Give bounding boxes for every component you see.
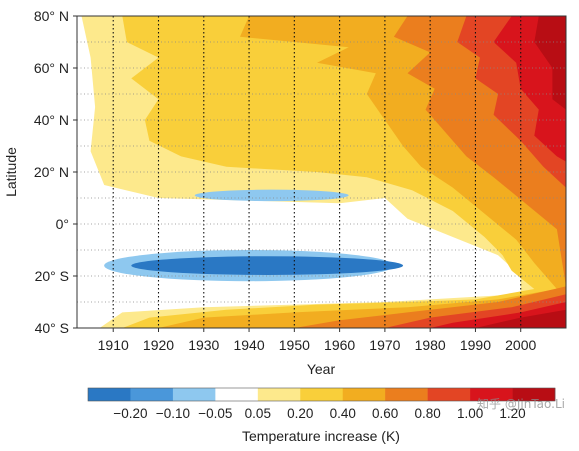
colorbar-swatch-6 [342, 388, 386, 401]
colorbar-swatch-0 [88, 388, 131, 401]
colorbar-swatch-5 [300, 388, 344, 401]
x-tick-label-3: 1940 [233, 337, 264, 353]
colorbar-frame [87, 387, 556, 402]
x-tick-label-6: 1970 [369, 337, 400, 353]
colorbar-tick-label-6: 0.60 [372, 406, 398, 421]
x-axis: 1910 1920 1930 1940 1950 1960 1970 1980 1990 2000 [98, 328, 537, 353]
contour-region-4 [384, 16, 566, 328]
colorbar-tick-label-1: −0.10 [156, 406, 190, 421]
y-tick-label-3: 20° N [34, 164, 69, 180]
colorbar-tick-label-0: −0.20 [113, 406, 147, 421]
colorbar-swatch-10 [512, 388, 556, 401]
x-axis-label: Year [307, 361, 336, 377]
y-tick-label-1: 60° N [34, 60, 69, 76]
x-tick-label-4: 1950 [279, 337, 310, 353]
contour-region-3 [294, 16, 566, 328]
colorbar-swatch-9 [470, 388, 513, 401]
colorbar-swatch-2 [172, 388, 216, 401]
y-tick-label-2: 40° N [34, 112, 69, 128]
cooling-region-2 [131, 256, 404, 275]
y-axis: 80° N 60° N 40° N 20° N 0° 20° S 40° S [34, 8, 77, 336]
y-tick-label-5: 20° S [35, 268, 69, 284]
colorbar-swatch-7 [385, 388, 428, 401]
y-axis-label: Latitude [3, 147, 19, 197]
x-tick-label-7: 1980 [415, 337, 446, 353]
colorbar: −0.20 −0.10 −0.05 0.05 0.20 0.40 0.60 0.80 1.00 1… [87, 387, 556, 421]
colorbar-swatch-1 [130, 388, 174, 401]
x-tick-label-1: 1920 [143, 337, 174, 353]
y-tick-label-4: 0° [56, 216, 69, 232]
contour-region-6 [475, 16, 566, 328]
watermark: 知乎 @JinTao.Li [477, 397, 565, 411]
x-tick-label-0: 1910 [98, 337, 129, 353]
gridlines [77, 16, 566, 328]
colorbar-tick-label-7: 0.80 [414, 406, 440, 421]
colorbar-swatch-4 [257, 388, 301, 401]
colorbar-tick-label-2: −0.05 [198, 406, 232, 421]
colorbar-tick-label-4: 0.20 [287, 406, 313, 421]
colorbar-tick-label-5: 0.40 [330, 406, 356, 421]
y-tick-label-0: 80° N [34, 8, 69, 24]
x-tick-label-2: 1930 [188, 337, 219, 353]
colorbar-tick-label-9: 1.20 [499, 406, 525, 421]
colorbar-tick-label-8: 1.00 [457, 406, 483, 421]
x-tick-label-8: 1990 [460, 337, 491, 353]
x-tick-label-9: 2000 [505, 337, 536, 353]
cooling-region-0 [194, 189, 349, 202]
colorbar-label: Temperature increase (K) [242, 428, 400, 444]
colorbar-tick-label-3: 0.05 [245, 406, 271, 421]
x-tick-label-5: 1960 [324, 337, 355, 353]
colorbar-swatch-3 [215, 388, 259, 401]
colorbar-swatch-8 [427, 388, 471, 401]
y-tick-label-6: 40° S [35, 320, 69, 336]
